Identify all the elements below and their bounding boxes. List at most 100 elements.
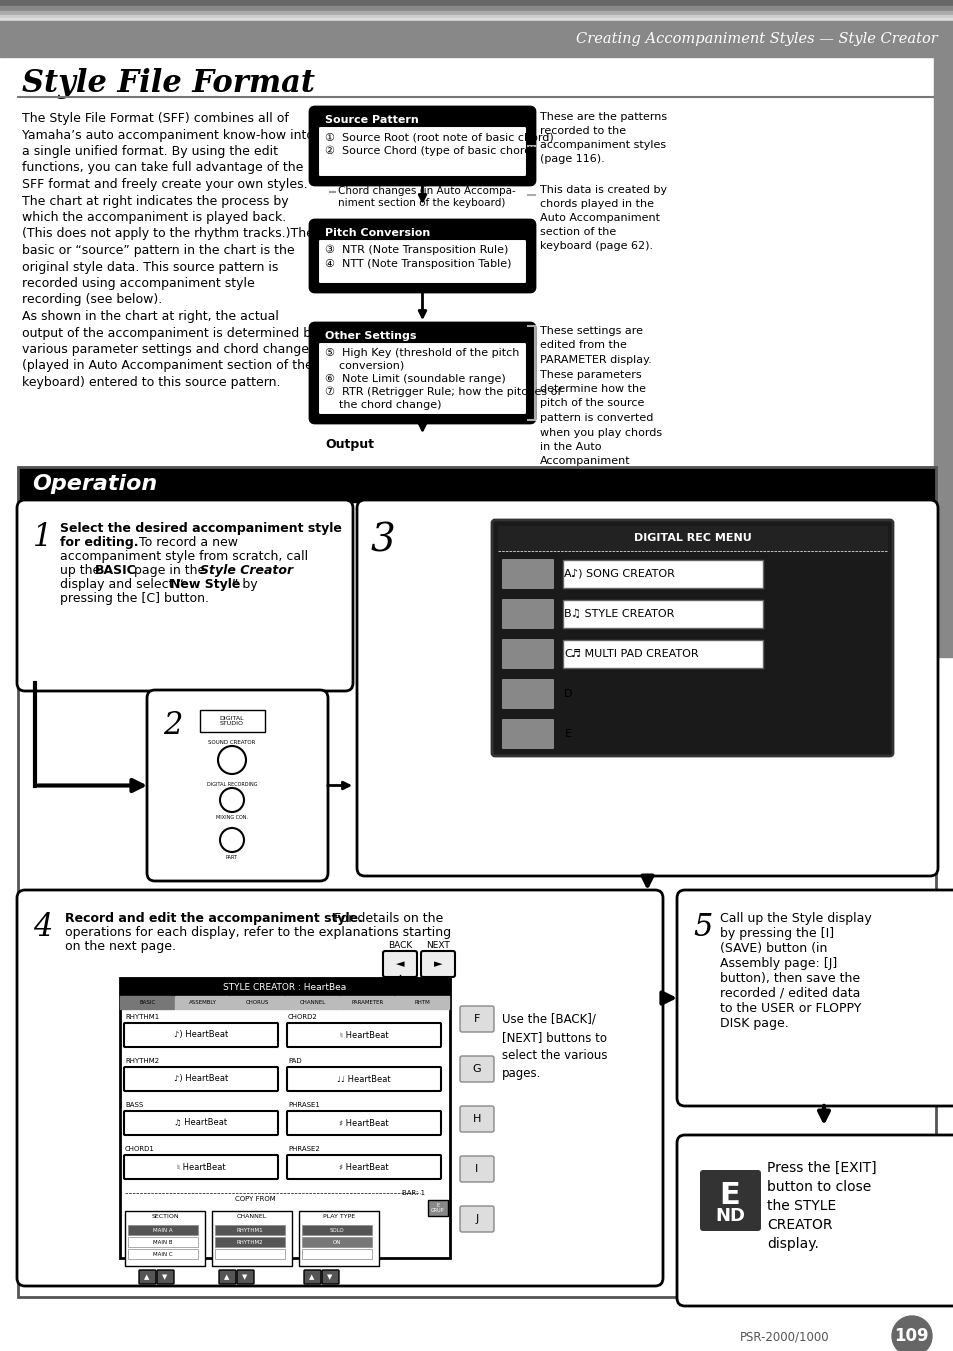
Text: RHYTHM2: RHYTHM2 xyxy=(125,1058,159,1065)
Text: 4: 4 xyxy=(33,912,52,943)
Text: operations for each display, refer to the explanations starting: operations for each display, refer to th… xyxy=(65,925,451,939)
Text: (SAVE) button (in: (SAVE) button (in xyxy=(720,942,826,955)
Text: B: B xyxy=(563,609,571,619)
Text: (page 116).: (page 116). xyxy=(539,154,604,163)
Text: Press the [EXIT]: Press the [EXIT] xyxy=(766,1161,876,1175)
Bar xyxy=(120,978,450,996)
Text: conversion): conversion) xyxy=(325,361,404,372)
Text: RHYTHM2: RHYTHM2 xyxy=(236,1239,263,1244)
Text: For details on the: For details on the xyxy=(330,912,443,925)
Text: ♮ HeartBeat: ♮ HeartBeat xyxy=(176,1162,225,1171)
Text: ” by: ” by xyxy=(232,578,257,590)
Text: Accompaniment: Accompaniment xyxy=(539,457,630,466)
Text: by pressing the [I]: by pressing the [I] xyxy=(720,927,833,940)
Bar xyxy=(562,600,762,628)
Text: ND: ND xyxy=(714,1206,744,1225)
Text: pitch of the source: pitch of the source xyxy=(539,399,643,408)
Text: MAIN A: MAIN A xyxy=(153,1228,172,1232)
Text: ♪) HeartBeat: ♪) HeartBeat xyxy=(173,1074,228,1084)
Text: ♬ MULTI PAD CREATOR: ♬ MULTI PAD CREATOR xyxy=(571,648,698,659)
FancyBboxPatch shape xyxy=(322,1270,338,1283)
FancyBboxPatch shape xyxy=(382,951,416,977)
Text: chords played in the: chords played in the xyxy=(539,199,654,209)
Text: Source Pattern: Source Pattern xyxy=(325,115,418,126)
FancyBboxPatch shape xyxy=(287,1155,440,1179)
FancyBboxPatch shape xyxy=(501,719,554,748)
Text: OFF: OFF xyxy=(332,1251,342,1256)
Text: keyboard.: keyboard. xyxy=(539,485,595,496)
FancyBboxPatch shape xyxy=(124,1111,277,1135)
Bar xyxy=(562,561,762,588)
Bar xyxy=(0,18,953,22)
FancyBboxPatch shape xyxy=(17,500,353,690)
Text: recording (see below).: recording (see below). xyxy=(22,293,162,307)
Text: E: E xyxy=(564,730,571,739)
Bar xyxy=(497,526,886,551)
Text: recorded to the: recorded to the xyxy=(539,126,625,136)
Text: Yamaha’s auto accompaniment know-how into: Yamaha’s auto accompaniment know-how int… xyxy=(22,128,314,142)
Text: accompaniment styles: accompaniment styles xyxy=(539,141,665,150)
Text: the chord change): the chord change) xyxy=(325,400,441,409)
Text: The chart at right indicates the process by: The chart at right indicates the process… xyxy=(22,195,289,208)
Text: ►: ► xyxy=(434,959,442,969)
Text: Output: Output xyxy=(325,438,374,451)
Text: SECTION: SECTION xyxy=(151,1215,178,1219)
FancyBboxPatch shape xyxy=(124,1155,277,1179)
FancyBboxPatch shape xyxy=(287,1023,440,1047)
Text: This data is created by: This data is created by xyxy=(539,185,666,195)
Text: Pitch Conversion: Pitch Conversion xyxy=(325,228,430,238)
Bar xyxy=(302,1238,372,1247)
Text: DIGITAL
STUDIO: DIGITAL STUDIO xyxy=(219,716,244,727)
FancyBboxPatch shape xyxy=(147,690,328,881)
Text: Assembly page: [J]: Assembly page: [J] xyxy=(720,957,837,970)
Text: BAR: 1: BAR: 1 xyxy=(401,1190,424,1196)
Text: up the: up the xyxy=(60,563,104,577)
Text: PART: PART xyxy=(226,855,237,861)
Text: button), then save the: button), then save the xyxy=(720,971,860,985)
FancyBboxPatch shape xyxy=(459,1006,494,1032)
Text: RHTM: RHTM xyxy=(415,1000,430,1005)
Text: New Style: New Style xyxy=(170,578,240,590)
Text: STYLE CREATOR : HeartBea: STYLE CREATOR : HeartBea xyxy=(223,982,346,992)
Text: ♪) HeartBeat: ♪) HeartBeat xyxy=(173,1031,228,1039)
Text: A: A xyxy=(563,569,571,580)
Text: 3: 3 xyxy=(370,521,395,559)
Text: basic or “source” pattern in the chart is the: basic or “source” pattern in the chart i… xyxy=(22,245,294,257)
FancyBboxPatch shape xyxy=(287,1111,440,1135)
Text: E
GRUP: E GRUP xyxy=(431,1202,444,1213)
Text: BASIC: BASIC xyxy=(139,1000,155,1005)
Bar xyxy=(0,15,953,18)
Text: CHORD2: CHORD2 xyxy=(288,1015,317,1020)
FancyBboxPatch shape xyxy=(356,500,937,875)
Text: button to close: button to close xyxy=(766,1179,870,1194)
Circle shape xyxy=(220,788,244,812)
Text: ♩♩ HeartBeat: ♩♩ HeartBeat xyxy=(336,1074,391,1084)
Text: MIXING CON.: MIXING CON. xyxy=(215,815,248,820)
FancyBboxPatch shape xyxy=(139,1270,156,1283)
Text: ◄: ◄ xyxy=(395,959,404,969)
Text: to the USER or FLOPPY: to the USER or FLOPPY xyxy=(720,1002,861,1015)
Text: determine how the: determine how the xyxy=(539,384,645,394)
FancyBboxPatch shape xyxy=(310,107,535,185)
Text: 1: 1 xyxy=(33,521,52,553)
Text: ▲: ▲ xyxy=(224,1274,230,1279)
Text: COPY FROM: COPY FROM xyxy=(234,1196,275,1202)
Text: PSR-2000/1000: PSR-2000/1000 xyxy=(740,1329,829,1343)
Bar xyxy=(933,57,953,657)
Text: (played in Auto Accompaniment section of the: (played in Auto Accompaniment section of… xyxy=(22,359,313,373)
FancyBboxPatch shape xyxy=(501,598,554,630)
Bar xyxy=(0,5,953,11)
Text: ♫ HeartBeat: ♫ HeartBeat xyxy=(174,1119,228,1128)
Text: F: F xyxy=(474,1015,479,1024)
Text: CHANNEL: CHANNEL xyxy=(236,1215,267,1219)
Text: ④  NTT (Note Transposition Table): ④ NTT (Note Transposition Table) xyxy=(325,259,511,269)
Text: Call up the Style display: Call up the Style display xyxy=(720,912,871,925)
Text: PHRASE1: PHRASE1 xyxy=(288,1102,319,1108)
Bar xyxy=(230,996,284,1009)
FancyBboxPatch shape xyxy=(501,680,554,709)
Text: ①  Source Root (root note of basic chord): ① Source Root (root note of basic chord) xyxy=(325,132,553,142)
Text: ♯ HeartBeat: ♯ HeartBeat xyxy=(339,1162,389,1171)
Text: These settings are: These settings are xyxy=(539,326,642,336)
Text: PHRASE2: PHRASE2 xyxy=(288,1146,319,1152)
Bar xyxy=(120,978,450,1258)
